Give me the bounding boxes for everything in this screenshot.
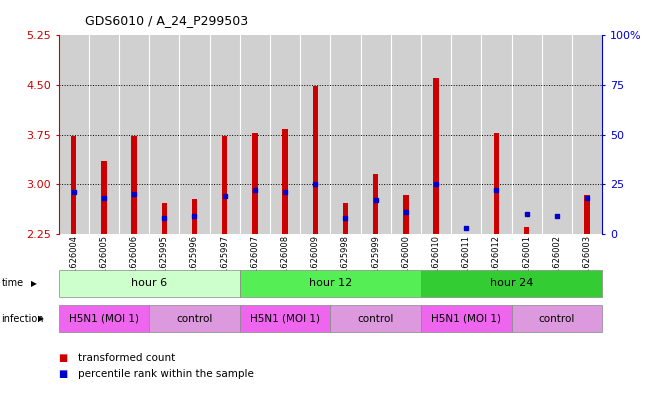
Bar	[391, 35, 421, 234]
Text: control: control	[357, 314, 394, 324]
Bar	[222, 136, 227, 234]
Text: control: control	[538, 314, 575, 324]
Text: hour 6: hour 6	[131, 278, 167, 288]
Bar	[464, 234, 469, 236]
Bar	[524, 227, 529, 234]
Bar	[252, 133, 258, 234]
Bar	[572, 35, 602, 234]
Text: GDS6010 / A_24_P299503: GDS6010 / A_24_P299503	[85, 14, 248, 27]
Text: H5N1 (MOI 1): H5N1 (MOI 1)	[250, 314, 320, 324]
Bar	[119, 35, 149, 234]
Bar	[210, 35, 240, 234]
Bar	[421, 35, 451, 234]
Bar	[300, 35, 330, 234]
Bar	[512, 35, 542, 234]
Bar	[585, 195, 590, 234]
Text: hour 12: hour 12	[309, 278, 352, 288]
Bar	[554, 234, 560, 236]
Text: ■: ■	[59, 369, 68, 379]
Bar	[89, 35, 119, 234]
Bar	[240, 35, 270, 234]
Bar	[373, 174, 378, 234]
Bar	[481, 35, 512, 234]
Bar	[542, 35, 572, 234]
Bar	[270, 35, 300, 234]
Bar	[59, 35, 89, 234]
Text: infection: infection	[1, 314, 43, 324]
Bar	[330, 35, 361, 234]
Text: hour 24: hour 24	[490, 278, 533, 288]
Text: ■: ■	[59, 353, 68, 363]
Bar	[71, 136, 76, 234]
Bar	[493, 133, 499, 234]
Bar	[149, 35, 180, 234]
Bar	[361, 35, 391, 234]
Bar	[132, 136, 137, 234]
Bar	[101, 161, 107, 234]
Text: ▶: ▶	[38, 314, 44, 323]
Text: transformed count: transformed count	[78, 353, 175, 363]
Text: H5N1 (MOI 1): H5N1 (MOI 1)	[431, 314, 501, 324]
Text: time: time	[2, 278, 24, 288]
Bar	[283, 129, 288, 234]
Bar	[161, 203, 167, 234]
Text: H5N1 (MOI 1): H5N1 (MOI 1)	[69, 314, 139, 324]
Bar	[451, 35, 481, 234]
Text: percentile rank within the sample: percentile rank within the sample	[78, 369, 254, 379]
Bar	[343, 203, 348, 234]
Text: control: control	[176, 314, 213, 324]
Bar	[312, 86, 318, 234]
Bar	[180, 35, 210, 234]
Text: ▶: ▶	[31, 279, 37, 288]
Bar	[403, 195, 409, 234]
Bar	[434, 78, 439, 234]
Bar	[192, 199, 197, 234]
